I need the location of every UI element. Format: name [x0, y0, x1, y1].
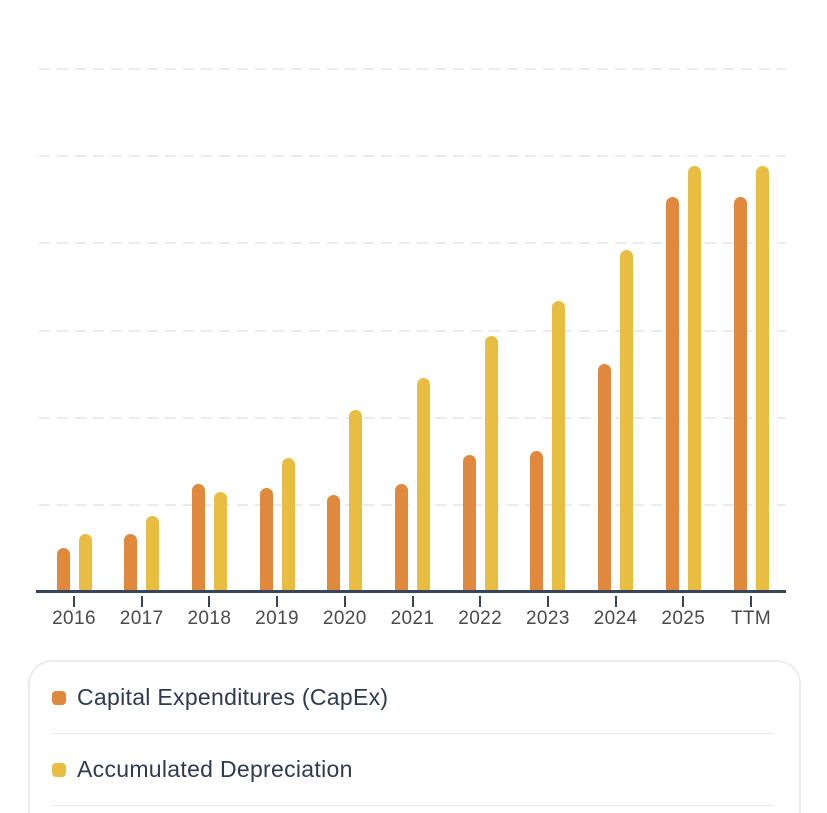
bar-accumulated-depreciation-2024[interactable] — [620, 250, 634, 590]
bar-accumulated-depreciation-2018[interactable] — [213, 492, 227, 590]
bar-accumulated-depreciation-TTM[interactable] — [755, 166, 769, 590]
x-axis-label-2024: 2024 — [593, 608, 638, 629]
gridline — [39, 416, 786, 419]
x-axis-label-2017: 2017 — [119, 608, 164, 629]
bar-capex-2021[interactable] — [395, 484, 408, 590]
bar-accumulated-depreciation-2023[interactable] — [552, 301, 566, 590]
x-axis-label-2020: 2020 — [322, 608, 367, 629]
gridline — [39, 329, 786, 332]
bar-accumulated-depreciation-2022[interactable] — [484, 336, 498, 590]
x-axis-label-2023: 2023 — [525, 608, 570, 629]
legend-card: Capital Expenditures (CapEx) Accumulated… — [28, 660, 801, 813]
bar-accumulated-depreciation-2017[interactable] — [146, 516, 160, 590]
bar-capex-TTM[interactable] — [733, 197, 747, 590]
capex-color-swatch-icon — [52, 690, 66, 705]
bar-capex-2024[interactable] — [598, 364, 612, 590]
legend-divider — [52, 733, 773, 734]
x-axis-label-2016: 2016 — [52, 608, 96, 629]
bar-accumulated-depreciation-2020[interactable] — [349, 410, 363, 590]
x-axis-tick — [343, 596, 346, 607]
bar-accumulated-depreciation-2016[interactable] — [78, 534, 92, 590]
bar-capex-2025[interactable] — [665, 197, 679, 590]
x-axis-label-TTM: TTM — [730, 608, 772, 629]
legend-divider — [52, 805, 773, 806]
gridline — [39, 155, 786, 158]
gridline — [39, 504, 786, 506]
x-axis-label-2019: 2019 — [255, 608, 300, 629]
bar-capex-2018[interactable] — [191, 484, 205, 590]
x-axis-label-2018: 2018 — [187, 608, 232, 629]
legend-item-capex[interactable]: Capital Expenditures (CapEx) — [30, 662, 799, 733]
bar-accumulated-depreciation-2019[interactable] — [281, 458, 295, 590]
x-axis-tick — [750, 596, 752, 607]
gridline — [39, 68, 786, 70]
legend-item-accumulated-depreciation[interactable]: Accumulated Depreciation — [30, 734, 799, 805]
bar-accumulated-depreciation-2025[interactable] — [687, 166, 701, 590]
bar-capex-2022[interactable] — [462, 455, 476, 590]
plot-area: 2016 2017 2018 2019 2020 2021 2022 2023 2024 2025… — [36, 0, 786, 629]
x-axis-label-2021: 2021 — [390, 608, 435, 629]
bar-capex-2023[interactable] — [530, 451, 544, 590]
x-axis-tick — [546, 596, 549, 607]
bar-accumulated-depreciation-2021[interactable] — [417, 378, 430, 590]
gridline — [39, 242, 786, 245]
bar-capex-2019[interactable] — [259, 488, 273, 590]
x-axis-tick — [140, 596, 143, 607]
x-axis-tick — [682, 596, 685, 607]
x-axis-tick — [614, 596, 617, 607]
legend-item-label: Accumulated Depreciation — [77, 756, 353, 782]
x-axis-tick — [479, 596, 482, 607]
x-axis-tick — [73, 596, 75, 607]
bar-capex-2020[interactable] — [327, 495, 341, 590]
accumulated-depreciation-color-swatch-icon — [52, 762, 66, 777]
x-axis-label-2025: 2025 — [661, 608, 706, 629]
x-axis-tick — [276, 596, 279, 607]
x-axis-label-2022: 2022 — [458, 608, 503, 629]
x-axis-tick — [208, 596, 211, 607]
legend-item-label: Capital Expenditures (CapEx) — [77, 684, 389, 710]
bar-capex-2017[interactable] — [124, 534, 138, 590]
bar-capex-2016[interactable] — [56, 548, 70, 590]
x-axis-tick — [411, 596, 414, 607]
